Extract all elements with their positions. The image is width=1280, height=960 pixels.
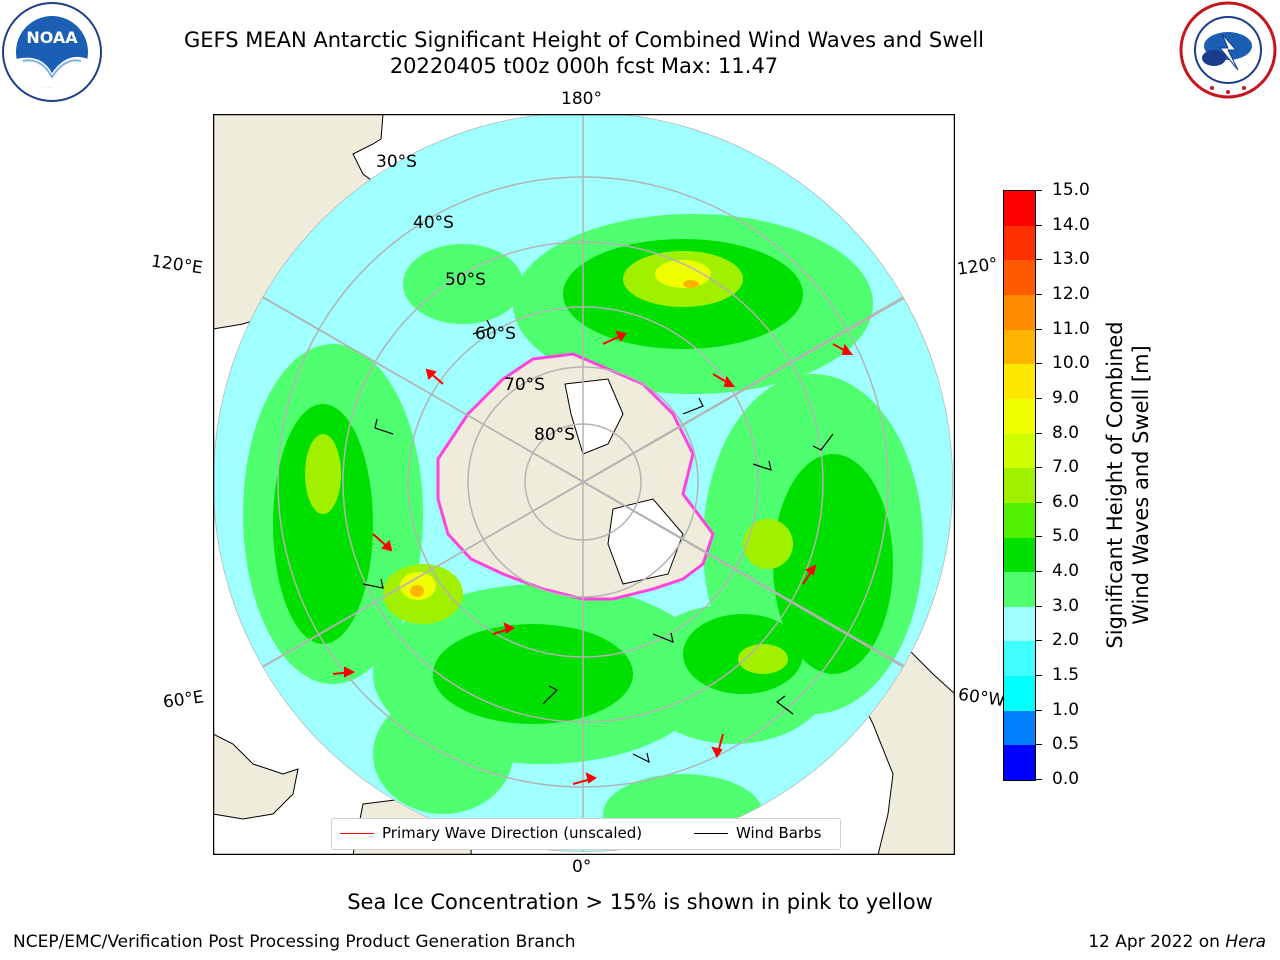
colorbar-tick-label: 8.0	[1052, 422, 1080, 443]
colorbar-band	[1004, 502, 1035, 538]
colorbar-tick-label: 13.0	[1052, 249, 1090, 270]
colorbar-tick-mark	[1036, 293, 1042, 295]
lat-label-50s: 50°S	[445, 270, 486, 290]
colorbar-tick-label: 4.0	[1052, 561, 1080, 582]
lat-label-80s: 80°S	[534, 425, 575, 445]
svg-text:NOAA: NOAA	[26, 28, 78, 47]
colorbar-tick-label: 15.0	[1052, 180, 1090, 200]
legend-wave-direction: Primary Wave Direction (unscaled)	[340, 824, 642, 842]
lat-label-30s: 30°S	[376, 152, 417, 172]
lon-label-0: 0°	[572, 857, 592, 877]
colorbar-band	[1004, 191, 1035, 226]
lon-label-180: 180°	[561, 89, 602, 109]
colorbar-tick-mark	[1036, 675, 1042, 677]
colorbar-tick-mark	[1036, 709, 1042, 711]
map-legend: Primary Wave Direction (unscaled) Wind B…	[331, 818, 841, 850]
colorbar-tick-mark	[1036, 328, 1042, 330]
polar-map	[212, 113, 956, 856]
colorbar-band	[1004, 364, 1035, 399]
colorbar-tick-mark	[1036, 536, 1042, 538]
colorbar-band	[1004, 745, 1035, 780]
africa-landmass	[213, 733, 299, 820]
colorbar-tick-mark	[1036, 501, 1042, 503]
colorbar-band	[1004, 329, 1035, 365]
title-line-1: GEFS MEAN Antarctic Significant Height o…	[183, 28, 985, 52]
lat-label-40s: 40°S	[413, 213, 454, 233]
colorbar-band	[1004, 433, 1035, 469]
colorbar-tick-mark	[1036, 605, 1042, 607]
colorbar-tick-label: 0.0	[1052, 769, 1080, 789]
colorbar-tick-mark	[1036, 744, 1042, 746]
colorbar-tick-label: 7.0	[1052, 457, 1080, 478]
colorbar-tick-mark	[1036, 640, 1042, 642]
colorbar-tick-label: 0.5	[1052, 734, 1080, 755]
colorbar-tick-label: 14.0	[1052, 214, 1090, 235]
colorbar-tick-label: 3.0	[1052, 595, 1080, 616]
noaa-logo: NOAA	[1, 1, 103, 103]
lon-label-60w: 60°W	[956, 684, 1007, 712]
colorbar-tick-label: 9.0	[1052, 387, 1080, 408]
colorbar-tick-mark	[1036, 397, 1042, 399]
colorbar-tick-mark	[1036, 224, 1042, 226]
colorbar-band	[1004, 710, 1035, 746]
nws-logo	[1178, 0, 1278, 100]
colorbar-tick-label: 10.0	[1052, 353, 1090, 374]
legend-wind-barbs: Wind Barbs	[694, 824, 821, 842]
colorbar-band	[1004, 260, 1035, 296]
lon-label-120e: 120°E	[149, 251, 204, 279]
colorbar-tick-mark	[1036, 467, 1042, 469]
colorbar-band	[1004, 572, 1035, 607]
colorbar-tick-label: 1.5	[1052, 665, 1080, 686]
footer-date: 12 Apr 2022 on Hera	[1088, 932, 1266, 952]
colorbar-band	[1004, 398, 1035, 434]
lon-label-120w: 120°	[955, 254, 1000, 280]
colorbar-tick-label: 2.0	[1052, 630, 1080, 651]
colorbar-band	[1004, 606, 1035, 642]
colorbar-band	[1004, 641, 1035, 677]
lon-label-60e: 60°E	[161, 687, 206, 713]
colorbar-band	[1004, 295, 1035, 330]
colorbar-tick-label: 12.0	[1052, 283, 1090, 304]
colorbar	[1003, 190, 1036, 781]
sea-ice-note: Sea Ice Concentration > 15% is shown in …	[347, 890, 933, 914]
colorbar-tick-mark	[1036, 432, 1042, 434]
lat-label-60s: 60°S	[475, 324, 516, 344]
footer-org: NCEP/EMC/Verification Post Processing Pr…	[13, 932, 576, 952]
colorbar-band	[1004, 468, 1035, 503]
colorbar-tick-mark	[1036, 259, 1042, 261]
lat-label-70s: 70°S	[504, 375, 545, 395]
colorbar-label: Significant Height of Combined Wind Wave…	[1103, 321, 1153, 649]
colorbar-tick-mark	[1036, 779, 1042, 780]
colorbar-band	[1004, 537, 1035, 573]
colorbar-tick-label: 6.0	[1052, 491, 1080, 512]
colorbar-tick-label: 1.0	[1052, 699, 1080, 720]
title-line-2: 20220405 t00z 000h fcst Max: 11.47	[389, 54, 779, 78]
colorbar-tick-label: 5.0	[1052, 526, 1080, 547]
colorbar-tick-mark	[1036, 190, 1042, 191]
colorbar-tick-mark	[1036, 571, 1042, 573]
colorbar-band	[1004, 676, 1035, 711]
colorbar-tick-label: 11.0	[1052, 318, 1090, 339]
colorbar-tick-mark	[1036, 363, 1042, 365]
colorbar-band	[1004, 225, 1035, 261]
